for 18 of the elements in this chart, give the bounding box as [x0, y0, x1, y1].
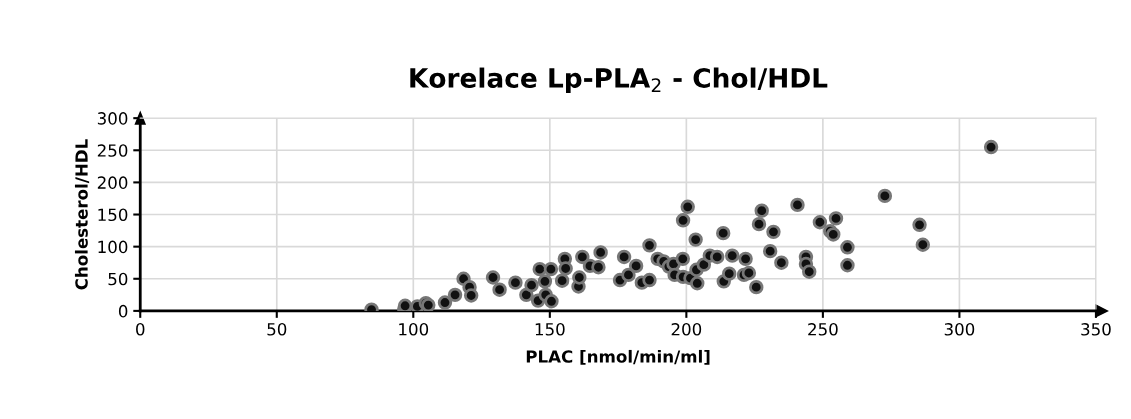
x-tick-label: 300: [944, 323, 975, 336]
y-tick-label: 150: [98, 208, 128, 222]
y-tick-label: 50: [108, 272, 128, 286]
y-tick-label: 0: [118, 304, 128, 318]
y-tick-label: 250: [97, 144, 128, 157]
x-tick-label: 150: [535, 323, 565, 336]
x-tick-label: 200: [671, 323, 702, 336]
x-axis-title: PLAC [nmol/min/ml]: [526, 349, 710, 365]
x-tick-label: 250: [808, 323, 838, 336]
x-tick-label: 50: [267, 323, 287, 336]
chart-title: Korelace Lp-PLA$_{2}$ - Chol/HDL: [410, 67, 828, 94]
y-tick-label: 200: [97, 176, 128, 189]
x-tick-label: 350: [1081, 323, 1111, 336]
x-tick-label: 0: [136, 323, 145, 336]
y-tick-label: 300: [97, 112, 128, 125]
y-axis-title: Cholesterol/HDL: [74, 139, 90, 290]
x-tick-label: 100: [399, 323, 429, 336]
y-tick-label: 100: [98, 240, 128, 254]
